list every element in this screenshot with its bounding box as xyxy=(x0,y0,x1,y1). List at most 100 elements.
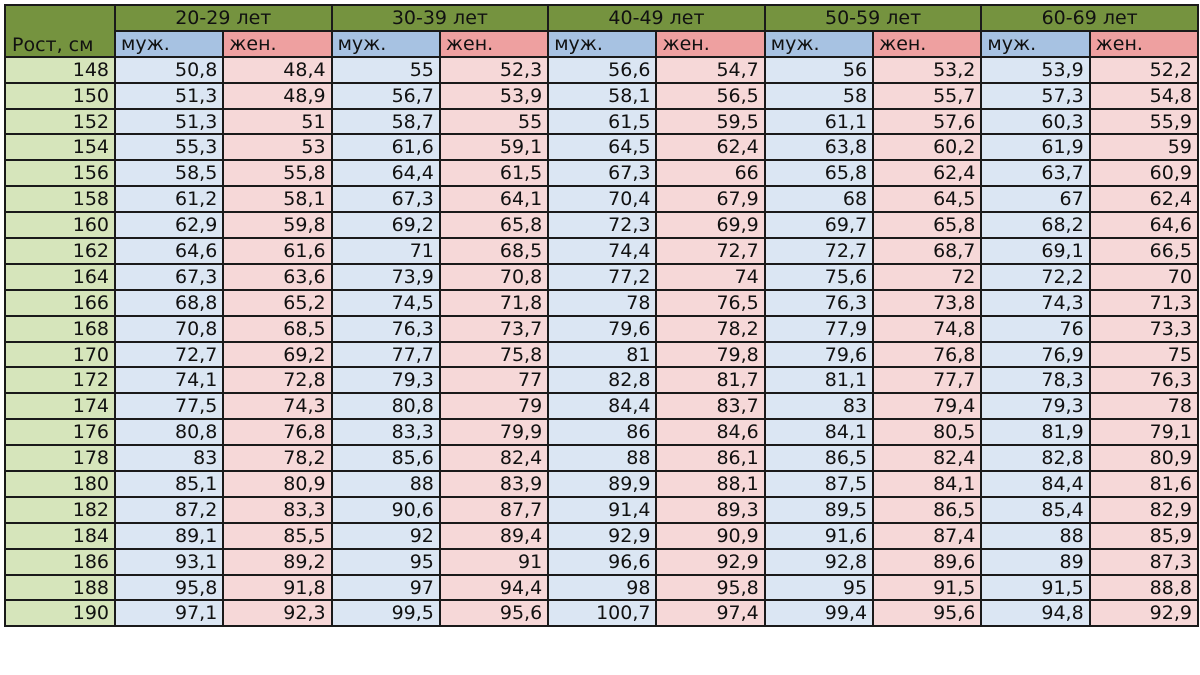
male-weight-cell: 74,5 xyxy=(330,288,441,317)
table-row: 164 67,3 63,6 73,9 70,8 77,2 74 75,6 72 72,2 70 xyxy=(4,262,1199,291)
female-weight-cell: 83,3 xyxy=(222,495,333,524)
male-weight-cell: 61,6 xyxy=(330,133,441,162)
male-weight-cell: 87,5 xyxy=(763,470,875,498)
female-weight-cell: 62,4 xyxy=(655,133,766,162)
male-weight-cell: 73,9 xyxy=(330,262,441,291)
female-weight-cell: 57,6 xyxy=(872,107,983,136)
female-weight-cell: 54,8 xyxy=(1088,81,1199,110)
height-cell: 174 xyxy=(4,392,116,421)
female-weight-cell: 85,9 xyxy=(1088,521,1199,550)
male-weight-cell: 78,3 xyxy=(980,366,1091,395)
sex-header-row: муж. жен. муж. жен. муж. жен. муж. жен. … xyxy=(5,29,1199,58)
female-weight-cell: 67,9 xyxy=(655,185,766,214)
age-group-header-row: Рост, см 20-29 лет 30-39 лет 40-49 лет 5… xyxy=(4,4,1199,58)
female-weight-cell: 78 xyxy=(1088,392,1199,421)
female-weight-cell: 66 xyxy=(655,159,766,188)
female-weight-cell: 53,9 xyxy=(438,81,550,110)
age-group-header: 20-29 лет xyxy=(114,4,333,32)
male-weight-cell: 77,9 xyxy=(763,314,875,343)
height-cell: 148 xyxy=(4,55,116,84)
female-weight-cell: 87,4 xyxy=(872,521,983,550)
male-weight-cell: 94,8 xyxy=(980,599,1091,628)
female-weight-cell: 79,1 xyxy=(1088,418,1199,447)
female-weight-cell: 71,8 xyxy=(438,288,550,317)
age-group-header: 60-69 лет xyxy=(980,4,1199,32)
male-column-header: муж. xyxy=(980,29,1091,58)
male-weight-cell: 55 xyxy=(330,55,441,84)
male-weight-cell: 69,2 xyxy=(330,211,441,240)
table-row: 188 95,8 91,8 97 94,4 98 95,8 95 91,5 91,5 88,8 xyxy=(4,573,1199,602)
female-weight-cell: 65,8 xyxy=(438,211,550,240)
male-weight-cell: 76,3 xyxy=(763,288,875,317)
female-weight-cell: 92,3 xyxy=(222,599,333,628)
female-weight-cell: 55,9 xyxy=(1088,107,1199,136)
female-weight-cell: 74,8 xyxy=(872,314,983,343)
female-weight-cell: 62,4 xyxy=(872,159,983,188)
female-weight-cell: 83,9 xyxy=(438,470,550,498)
table-row: 166 68,8 65,2 74,5 71,8 78 76,5 76,3 73,8 74,3 71,… xyxy=(4,288,1199,317)
male-weight-cell: 79,3 xyxy=(980,392,1091,421)
female-column-header: жен. xyxy=(438,29,550,58)
male-weight-cell: 83 xyxy=(763,392,875,421)
female-weight-cell: 92,9 xyxy=(655,547,766,576)
female-weight-cell: 56,5 xyxy=(655,81,766,110)
female-weight-cell: 68,7 xyxy=(872,237,983,265)
female-weight-cell: 95,6 xyxy=(872,599,983,628)
male-weight-cell: 79,3 xyxy=(330,366,441,395)
male-weight-cell: 77,7 xyxy=(330,340,441,369)
female-weight-cell: 84,6 xyxy=(655,418,766,447)
male-weight-cell: 91,6 xyxy=(763,521,875,550)
female-weight-cell: 64,1 xyxy=(438,185,550,214)
age-group-header: 30-39 лет xyxy=(330,4,550,32)
height-cell: 150 xyxy=(4,81,116,110)
table-row: 180 85,1 80,9 88 83,9 89,9 88,1 87,5 84,1 84,4 81,… xyxy=(4,470,1199,498)
male-weight-cell: 77,2 xyxy=(547,262,658,291)
female-weight-cell: 55,8 xyxy=(222,159,333,188)
female-weight-cell: 73,3 xyxy=(1088,314,1199,343)
table-row: 158 61,2 58,1 67,3 64,1 70,4 67,9 68 64,5 67 62,4 xyxy=(4,185,1199,214)
female-weight-cell: 58,1 xyxy=(222,185,333,214)
male-weight-cell: 83 xyxy=(113,444,225,473)
female-weight-cell: 69,2 xyxy=(222,340,333,369)
female-weight-cell: 54,7 xyxy=(655,55,766,84)
female-weight-cell: 71,3 xyxy=(1088,288,1199,317)
male-weight-cell: 56,7 xyxy=(330,81,441,110)
male-weight-cell: 95,8 xyxy=(113,573,225,602)
male-weight-cell: 97,1 xyxy=(113,599,225,628)
female-weight-cell: 75 xyxy=(1088,340,1199,369)
table-row: 172 74,1 72,8 79,3 77 82,8 81,7 81,1 77,7 78,3 76,… xyxy=(4,366,1199,395)
female-weight-cell: 89,2 xyxy=(222,547,333,576)
male-weight-cell: 68 xyxy=(763,185,875,214)
male-weight-cell: 83,3 xyxy=(330,418,441,447)
male-weight-cell: 81,9 xyxy=(980,418,1091,447)
table-header: Рост, см 20-29 лет 30-39 лет 40-49 лет 5… xyxy=(4,4,1199,58)
table-row: 178 83 78,2 85,6 82,4 88 86,1 86,5 82,4 82,8 80,9 xyxy=(4,444,1199,473)
female-weight-cell: 89,3 xyxy=(655,495,766,524)
male-weight-cell: 64,5 xyxy=(547,133,658,162)
height-cell: 176 xyxy=(4,418,116,447)
female-weight-cell: 89,4 xyxy=(438,521,550,550)
female-weight-cell: 82,4 xyxy=(872,444,983,473)
male-weight-cell: 92,9 xyxy=(547,521,658,550)
female-weight-cell: 59,5 xyxy=(655,107,766,136)
male-weight-cell: 79,6 xyxy=(763,340,875,369)
female-weight-cell: 72,7 xyxy=(655,237,766,265)
male-weight-cell: 89,5 xyxy=(763,495,875,524)
female-weight-cell: 87,3 xyxy=(1088,547,1199,576)
female-weight-cell: 70,8 xyxy=(438,262,550,291)
height-cell: 162 xyxy=(4,237,116,265)
male-weight-cell: 62,9 xyxy=(113,211,225,240)
male-weight-cell: 92 xyxy=(330,521,441,550)
male-weight-cell: 75,6 xyxy=(763,262,875,291)
female-weight-cell: 65,8 xyxy=(872,211,983,240)
male-weight-cell: 74,3 xyxy=(980,288,1091,317)
male-weight-cell: 68,8 xyxy=(113,288,225,317)
male-weight-cell: 72,2 xyxy=(980,262,1091,291)
female-weight-cell: 64,5 xyxy=(872,185,983,214)
female-weight-cell: 92,9 xyxy=(1088,599,1199,628)
male-weight-cell: 60,3 xyxy=(980,107,1091,136)
male-weight-cell: 96,6 xyxy=(547,547,658,576)
male-weight-cell: 92,8 xyxy=(763,547,875,576)
male-weight-cell: 51,3 xyxy=(113,81,225,110)
female-weight-cell: 79,9 xyxy=(438,418,550,447)
